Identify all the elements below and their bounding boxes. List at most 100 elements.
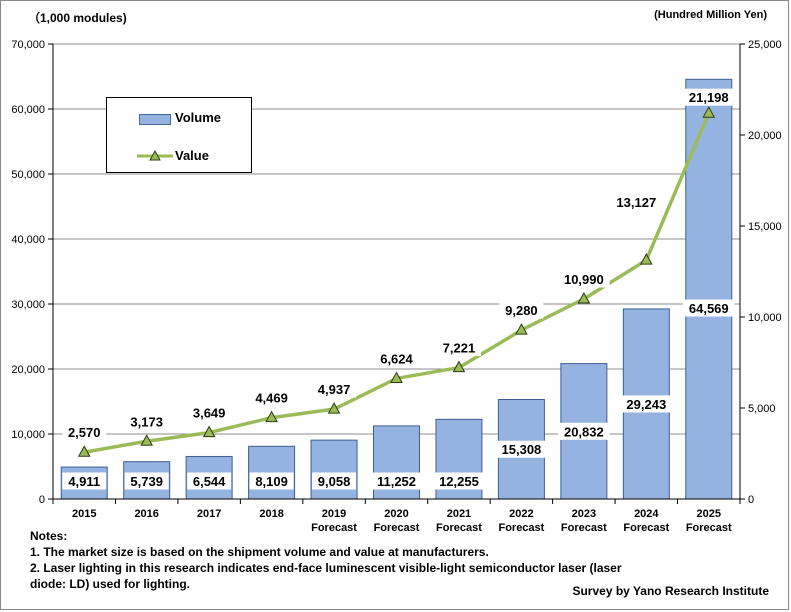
right-tick-label: 15,000: [748, 221, 782, 233]
x-tick-label: 2019: [322, 508, 346, 520]
value-data-label: 6,624: [380, 351, 413, 366]
volume-data-label-bg: [682, 299, 735, 317]
volume-data-label-bg: [433, 472, 485, 490]
value-data-label: 10,990: [564, 272, 604, 287]
x-tick-label: 2021: [447, 508, 471, 520]
x-tick-sublabel: Forecast: [311, 522, 357, 534]
left-tick-label: 50,000: [11, 169, 45, 181]
x-tick-label: 2018: [259, 508, 283, 520]
legend-swatch-value: [137, 149, 173, 161]
left-tick-label: 20,000: [11, 364, 45, 376]
value-data-label-bg: [187, 404, 232, 422]
right-tick-label: 25,000: [748, 39, 782, 51]
value-data-label-bg: [436, 339, 481, 357]
note-line-2: 2. Laser lighting in this research indic…: [30, 561, 622, 575]
value-data-label: 3,173: [130, 414, 163, 429]
volume-data-label: 9,058: [318, 474, 351, 489]
value-marker: [77, 445, 91, 457]
left-tick-label: 70,000: [11, 39, 45, 51]
value-marker: [515, 323, 528, 335]
volume-data-label: 11,252: [377, 474, 416, 489]
note-line-3: diode: LD) used for lighting.: [30, 577, 190, 591]
volume-data-label-bg: [312, 472, 357, 490]
value-marker: [390, 371, 403, 383]
value-marker: [639, 253, 653, 265]
x-tick-label: 2025: [697, 508, 721, 520]
volume-data-label-bg: [249, 472, 294, 490]
volume-data-label-bg: [370, 472, 423, 490]
volume-data-label: 5,739: [130, 474, 163, 489]
x-tick-label: 2016: [134, 508, 158, 520]
legend: Volume Value: [106, 97, 252, 173]
value-data-label: 4,937: [318, 382, 351, 397]
value-data-label-bg: [499, 301, 544, 319]
value-data-label: 7,221: [443, 341, 476, 356]
value-marker: [202, 425, 216, 438]
value-data-label-bg: [610, 193, 663, 211]
value-data-label: 21,198: [689, 90, 729, 105]
x-tick-sublabel: Forecast: [686, 522, 732, 534]
value-data-label-bg: [62, 423, 107, 441]
value-data-label-bg: [124, 412, 169, 430]
right-axis-unit: (Hundred Million Yen): [654, 9, 767, 21]
left-tick-label: 60,000: [11, 104, 45, 116]
volume-data-label: 8,109: [255, 474, 288, 489]
left-tick-label: 10,000: [11, 429, 45, 441]
x-tick-label: 2015: [72, 508, 96, 520]
value-data-label: 3,649: [193, 406, 226, 421]
value-data-label-bg: [682, 88, 735, 106]
value-data-label: 13,127: [616, 195, 656, 210]
left-tick-label: 0: [39, 494, 45, 506]
x-tick-label: 2024: [634, 508, 659, 520]
value-data-label: 9,280: [505, 303, 538, 318]
volume-data-label-bg: [495, 440, 548, 458]
x-tick-sublabel: Forecast: [561, 522, 607, 534]
value-data-label: 4,469: [255, 391, 288, 406]
volume-data-label: 29,243: [626, 397, 666, 412]
value-marker: [452, 360, 466, 373]
right-tick-label: 0: [748, 494, 754, 506]
x-tick-label: 2023: [572, 508, 596, 520]
x-tick-sublabel: Forecast: [623, 522, 669, 534]
right-tick-label: 20,000: [748, 130, 782, 142]
value-marker: [702, 106, 716, 118]
value-data-label-bg: [249, 389, 294, 407]
right-tick-label: 5,000: [748, 403, 776, 415]
volume-data-label: 64,569: [689, 301, 729, 316]
legend-label-volume: Volume: [175, 110, 221, 125]
left-tick-label: 40,000: [11, 234, 45, 246]
volume-data-label-bg: [124, 472, 169, 490]
value-marker: [265, 410, 278, 423]
x-tick-label: 2020: [384, 508, 408, 520]
left-axis-unit: （1,000 modules): [28, 11, 127, 25]
volume-data-label: 20,832: [564, 424, 604, 439]
left-tick-label: 30,000: [11, 299, 45, 311]
notes: Notes: 1. The market size is based on th…: [30, 528, 622, 592]
right-tick-label: 10,000: [748, 312, 782, 324]
value-data-label-bg: [374, 349, 419, 367]
volume-data-label: 4,911: [68, 474, 100, 489]
volume-data-label-bg: [620, 395, 673, 413]
legend-swatch-volume: [139, 114, 171, 125]
note-line-1: 1. The market size is based on the shipm…: [30, 545, 489, 559]
value-data-label: 2,570: [68, 425, 101, 440]
volume-bar: [310, 439, 358, 500]
volume-data-label-bg: [558, 422, 610, 440]
legend-item-volume: Volume: [107, 108, 253, 128]
volume-data-label: 12,255: [439, 474, 479, 489]
value-data-label-bg: [312, 380, 357, 398]
volume-data-label-bg: [62, 472, 107, 490]
notes-heading: Notes:: [30, 529, 68, 543]
value-marker: [140, 434, 154, 446]
value-marker: [327, 402, 341, 414]
source-credit: Survey by Yano Research Institute: [572, 584, 769, 598]
x-tick-sublabel: Forecast: [436, 522, 482, 534]
x-tick-sublabel: Forecast: [374, 522, 420, 534]
value-marker: [577, 291, 591, 304]
value-data-label-bg: [558, 270, 610, 288]
legend-item-value: Value: [107, 146, 253, 166]
x-tick-sublabel: Forecast: [498, 522, 544, 534]
volume-data-label-bg: [187, 472, 232, 490]
